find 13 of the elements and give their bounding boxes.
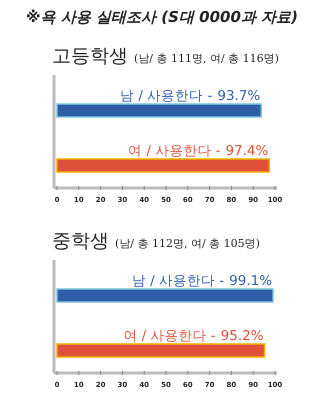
y-tick-label: 여 / 사용한다 - bbox=[128, 143, 221, 159]
chart-title: 중학생 bbox=[52, 230, 109, 252]
data-label: 95.2% bbox=[220, 328, 264, 344]
chart-subtitle: (남/ 총 111명, 여/ 총 116명) bbox=[134, 52, 279, 65]
y-tick-label: 남 / 사용한다 - bbox=[120, 88, 212, 104]
chart-title: 고등학생 bbox=[52, 45, 128, 67]
text: ※욕 사용 실태조사 (S대 0000과 자료) bbox=[26, 8, 298, 26]
data-label: 99.1% bbox=[229, 273, 272, 289]
data-label: 93.7% bbox=[217, 88, 260, 104]
data-label: 97.4% bbox=[225, 143, 268, 159]
y-tick-label: 남 / 사용한다 - bbox=[132, 273, 224, 289]
chart-subtitle: (남/ 총 112명, 여/ 총 105명) bbox=[115, 237, 260, 250]
y-tick-label: 여 / 사용한다 - bbox=[123, 328, 216, 344]
